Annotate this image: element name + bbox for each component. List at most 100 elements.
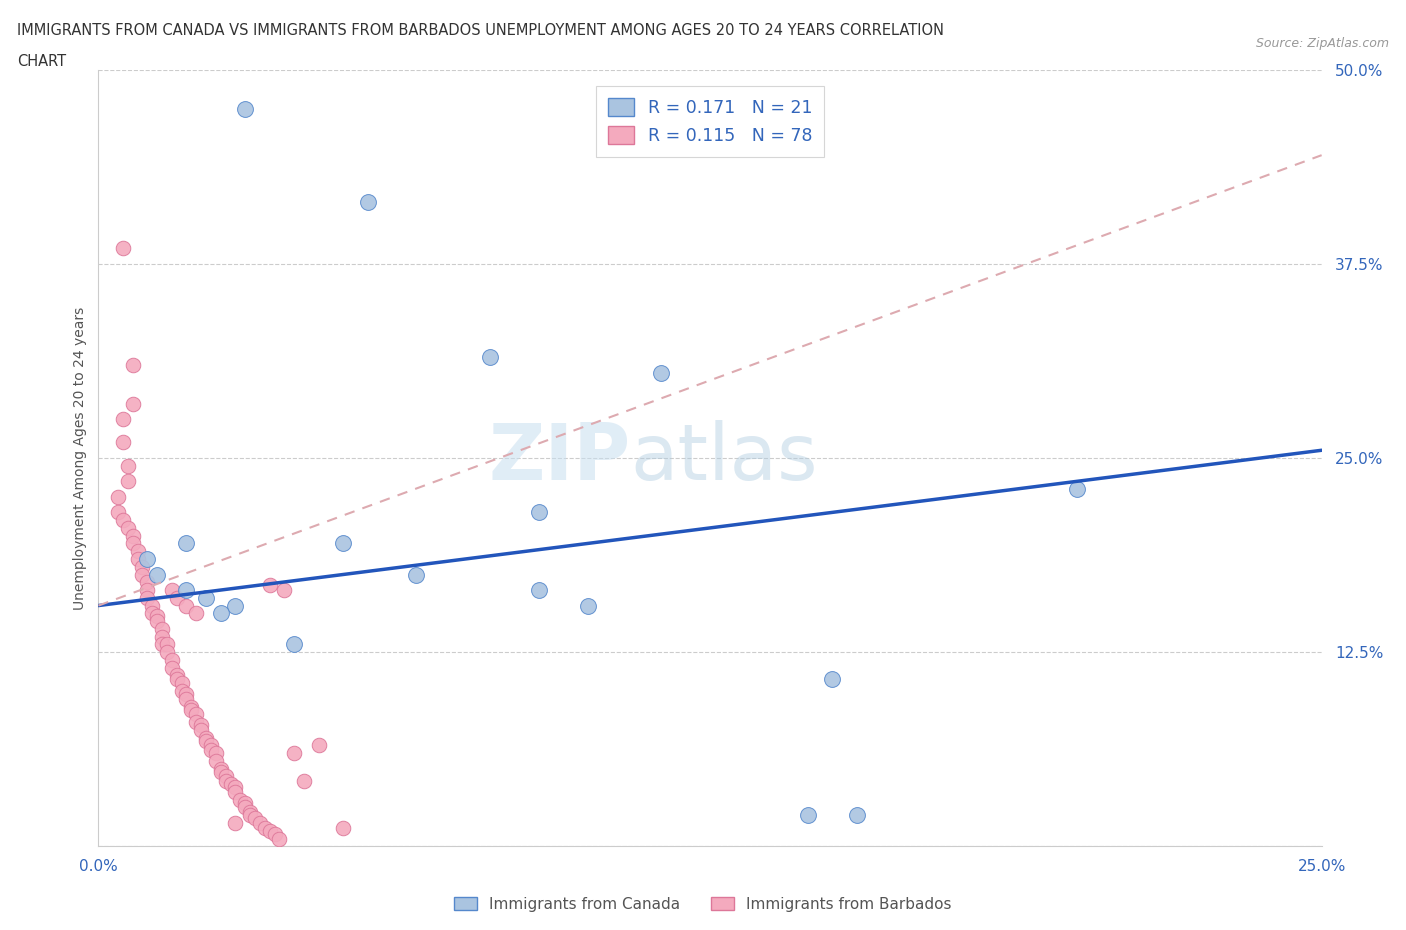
Point — [243, 811, 266, 826]
Point — [111, 435, 134, 450]
Point — [292, 774, 315, 789]
Point — [263, 827, 285, 842]
Point — [259, 823, 281, 838]
Point — [176, 536, 198, 551]
Point — [478, 350, 501, 365]
Point — [190, 723, 212, 737]
Point — [176, 582, 198, 597]
Point — [166, 668, 188, 683]
Point — [214, 774, 236, 789]
Point — [150, 637, 173, 652]
Point — [200, 737, 222, 752]
Point — [141, 606, 163, 621]
Point — [233, 101, 256, 116]
Point — [233, 795, 256, 810]
Point — [195, 733, 218, 748]
Point — [131, 567, 153, 582]
Point — [121, 528, 143, 543]
Point — [650, 365, 672, 380]
Point — [127, 544, 149, 559]
Point — [121, 357, 143, 372]
Point — [797, 808, 820, 823]
Point — [186, 606, 208, 621]
Point — [111, 512, 134, 527]
Point — [160, 660, 183, 675]
Point — [146, 567, 169, 582]
Point — [195, 591, 218, 605]
Text: CHART: CHART — [17, 54, 66, 69]
Legend: R = 0.171   N = 21, R = 0.115   N = 78: R = 0.171 N = 21, R = 0.115 N = 78 — [596, 86, 824, 156]
Point — [845, 808, 868, 823]
Point — [259, 578, 281, 592]
Point — [224, 598, 246, 613]
Point — [150, 630, 173, 644]
Text: Source: ZipAtlas.com: Source: ZipAtlas.com — [1256, 37, 1389, 50]
Point — [239, 804, 262, 819]
Point — [269, 831, 291, 846]
Point — [146, 614, 169, 629]
Point — [821, 671, 844, 686]
Point — [253, 820, 276, 835]
Point — [166, 591, 188, 605]
Legend: Immigrants from Canada, Immigrants from Barbados: Immigrants from Canada, Immigrants from … — [449, 890, 957, 918]
Point — [156, 644, 179, 659]
Point — [170, 684, 193, 698]
Point — [117, 458, 139, 473]
Point — [233, 800, 256, 815]
Point — [136, 575, 159, 590]
Point — [176, 598, 198, 613]
Point — [239, 808, 262, 823]
Point — [273, 582, 295, 597]
Point — [224, 816, 246, 830]
Point — [166, 671, 188, 686]
Point — [180, 702, 202, 717]
Point — [527, 582, 550, 597]
Point — [527, 505, 550, 520]
Point — [111, 412, 134, 427]
Point — [170, 676, 193, 691]
Point — [117, 521, 139, 536]
Point — [332, 536, 354, 551]
Point — [146, 609, 169, 624]
Text: ZIP: ZIP — [488, 420, 630, 496]
Point — [214, 769, 236, 784]
Point — [111, 241, 134, 256]
Point — [283, 746, 305, 761]
Point — [136, 551, 159, 566]
Point — [576, 598, 599, 613]
Point — [195, 730, 218, 745]
Point — [121, 396, 143, 411]
Point — [136, 582, 159, 597]
Point — [150, 621, 173, 636]
Point — [205, 753, 228, 768]
Y-axis label: Unemployment Among Ages 20 to 24 years: Unemployment Among Ages 20 to 24 years — [73, 306, 87, 610]
Point — [186, 707, 208, 722]
Point — [224, 780, 246, 795]
Point — [160, 582, 183, 597]
Point — [224, 785, 246, 800]
Text: atlas: atlas — [630, 420, 818, 496]
Point — [1066, 482, 1088, 497]
Point — [249, 816, 271, 830]
Point — [176, 691, 198, 706]
Point — [405, 567, 427, 582]
Point — [141, 598, 163, 613]
Point — [209, 764, 232, 779]
Point — [107, 505, 129, 520]
Point — [209, 761, 232, 776]
Point — [107, 489, 129, 504]
Point — [308, 737, 330, 752]
Point — [117, 474, 139, 489]
Point — [356, 194, 378, 209]
Point — [180, 699, 202, 714]
Point — [205, 746, 228, 761]
Point — [209, 606, 232, 621]
Point — [160, 653, 183, 668]
Point — [200, 742, 222, 757]
Point — [131, 559, 153, 574]
Point — [136, 591, 159, 605]
Point — [190, 718, 212, 733]
Point — [186, 714, 208, 729]
Point — [219, 777, 242, 791]
Point — [283, 637, 305, 652]
